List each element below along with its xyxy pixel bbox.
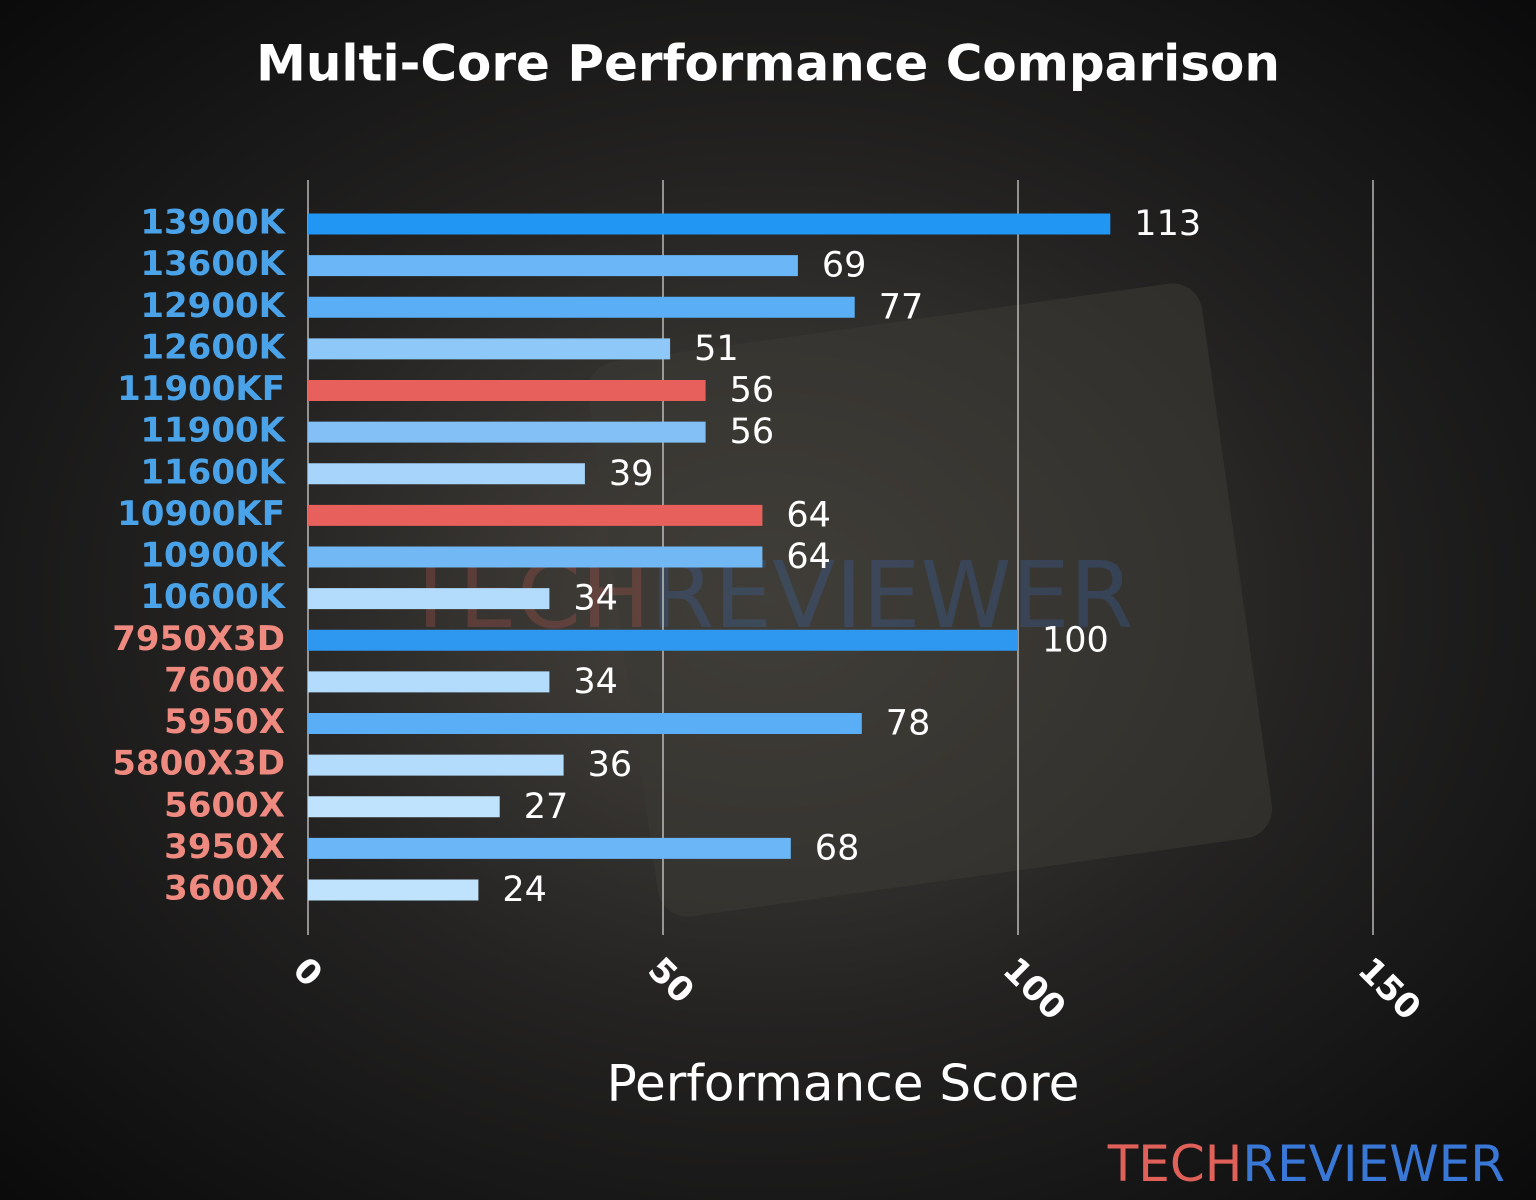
bar [308,837,791,859]
value-label: 68 [815,828,860,868]
value-label: 24 [502,870,547,910]
bar [308,504,763,526]
value-label: 34 [573,662,618,702]
bar [308,338,671,360]
bar [308,463,585,485]
cpu-shape [587,283,1273,917]
value-label: 36 [588,745,633,785]
y-tick-label: 5800X3D [112,744,285,784]
y-tick-label: 11600K [140,452,286,492]
value-label: 78 [886,704,931,744]
y-tick-label: 7950X3D [112,619,285,659]
value-label: 64 [786,495,831,535]
y-tick-label: 3950X [164,827,285,867]
value-label: 39 [609,454,654,494]
value-label: 27 [524,787,569,827]
value-label: 100 [1042,620,1109,660]
value-label: 56 [730,412,775,452]
y-tick-label: 11900KF [117,369,285,409]
logo: TECHREVIEWER [1107,1135,1505,1193]
bar [308,255,798,277]
bar [308,671,550,693]
value-label: 64 [786,537,831,577]
value-label: 56 [730,371,775,411]
bar [308,629,1018,651]
value-label: 77 [879,287,924,327]
bar [308,879,479,901]
y-tick-label: 5950X [164,702,285,742]
y-tick-label: 5600X [164,785,285,825]
y-tick-label: 12900K [140,286,286,326]
value-label: 113 [1134,204,1201,244]
chart-title: Multi-Core Performance Comparison [256,35,1280,93]
bar [308,213,1111,235]
y-tick-label: 13900K [140,203,286,243]
y-tick-label: 12600K [140,327,286,367]
y-tick-label: 13600K [140,244,286,284]
logo-part: REVIEWER [1242,1135,1505,1193]
y-tick-label: 10600K [140,577,286,617]
bar [308,754,564,776]
bar [308,296,855,318]
y-tick-label: 10900K [140,536,286,576]
value-label: 34 [573,579,618,619]
bar [308,713,862,734]
value-label: 69 [822,246,867,286]
x-axis-label: Performance Score [607,1055,1080,1113]
bar [308,588,550,610]
bar [308,546,763,568]
bar [308,380,706,401]
bar [308,796,500,818]
y-tick-label: 11900K [140,411,286,451]
y-tick-label: 7600X [164,660,285,700]
logo-part: TECH [1107,1135,1243,1193]
y-tick-label: 3600X [164,869,285,909]
bar [308,421,706,443]
y-tick-label: 10900KF [117,494,285,534]
value-label: 51 [694,329,739,369]
